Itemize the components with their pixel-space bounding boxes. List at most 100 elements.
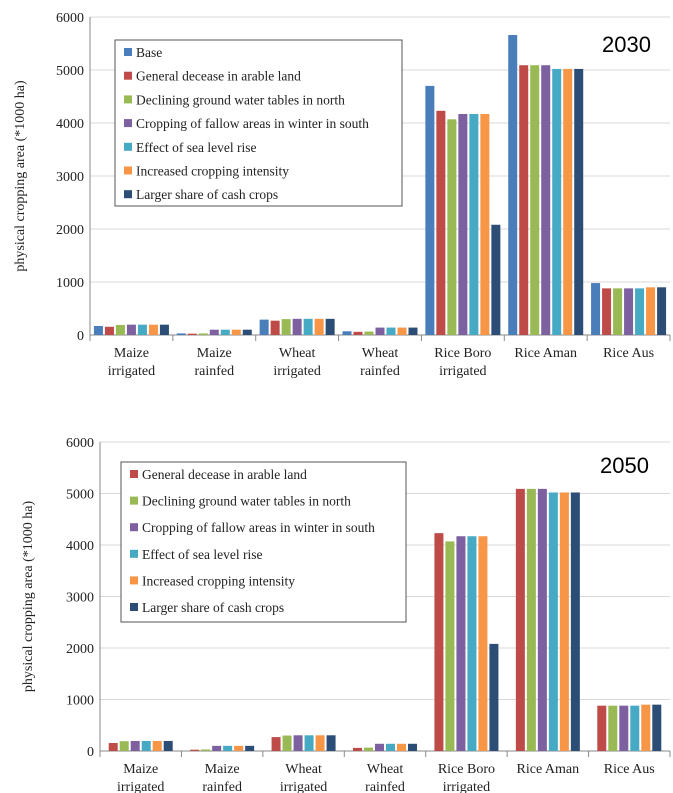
bar xyxy=(646,287,656,335)
y-tick-label: 4000 xyxy=(56,117,84,132)
bar xyxy=(342,331,352,335)
x-category-label: Maize rainfed xyxy=(202,762,242,793)
bar xyxy=(386,743,395,751)
bar xyxy=(152,740,162,751)
bar xyxy=(242,329,252,335)
x-category-label: Maize irrigated xyxy=(117,762,164,793)
legend-swatch xyxy=(124,166,132,175)
bar xyxy=(624,288,634,335)
bar xyxy=(630,705,640,751)
legend-entry: Increased cropping intensity xyxy=(136,164,289,179)
y-tick-label: 1000 xyxy=(56,276,84,291)
bar xyxy=(456,536,466,751)
x-category-label: Maize rainfed xyxy=(194,346,234,379)
legend-box xyxy=(120,461,407,623)
y-axis-label: physical cropping area (*1000 ha) xyxy=(13,80,28,272)
legend-swatch xyxy=(124,119,132,128)
bar xyxy=(447,119,457,335)
bar xyxy=(526,488,536,751)
x-category-label: Maize irrigated xyxy=(108,346,155,379)
legend-entry: Base xyxy=(136,45,162,60)
legend-box xyxy=(114,39,403,207)
bar xyxy=(489,643,499,751)
legend-swatch xyxy=(130,470,138,478)
bar xyxy=(281,319,291,335)
y-tick-label: 0 xyxy=(87,745,94,760)
bar xyxy=(130,740,140,751)
y-axis-label: physical cropping area (*1000 ha) xyxy=(21,501,36,693)
x-category-label-line: rainfed xyxy=(194,364,234,379)
bar xyxy=(537,488,547,751)
bar xyxy=(364,331,374,335)
bar xyxy=(397,327,407,335)
y-tick-label: 2000 xyxy=(66,642,94,657)
bar xyxy=(315,735,325,751)
x-category-label-line: Maize xyxy=(123,762,158,777)
bar xyxy=(591,283,601,335)
bar xyxy=(126,324,136,335)
bar xyxy=(209,329,219,335)
bar xyxy=(108,743,118,751)
bar xyxy=(619,705,629,751)
bar xyxy=(552,68,562,335)
bar xyxy=(408,743,417,751)
bar xyxy=(425,85,435,336)
y-tick-label: 0 xyxy=(77,329,84,344)
bar xyxy=(652,704,662,751)
x-category-label-line: rainfed xyxy=(202,780,242,793)
legend-swatch xyxy=(124,95,132,104)
legend-swatch xyxy=(124,71,132,80)
bar xyxy=(519,65,529,335)
bar xyxy=(353,331,363,335)
x-category-label-line: Wheat xyxy=(362,346,399,361)
x-category-label: Wheat irrigated xyxy=(280,762,327,793)
bar xyxy=(201,749,211,751)
legend-swatch xyxy=(130,549,138,558)
bar xyxy=(231,329,241,335)
bar xyxy=(163,740,173,751)
legend-entry: Effect of sea level rise xyxy=(142,547,262,562)
x-category-label: Wheat irrigated xyxy=(273,346,320,379)
bar xyxy=(515,488,525,751)
x-category-label-line: Maize xyxy=(197,346,232,361)
bar xyxy=(602,288,612,335)
bar xyxy=(223,745,233,751)
bar xyxy=(353,747,362,751)
x-category-label-line: Wheat xyxy=(285,762,322,777)
bar xyxy=(408,327,418,335)
bar xyxy=(115,324,125,335)
bar xyxy=(190,749,200,751)
y-tick-label: 6000 xyxy=(66,436,94,451)
x-category-label-line: Rice Aus xyxy=(604,762,655,777)
legend-swatch xyxy=(124,48,132,56)
bar xyxy=(548,492,558,751)
bar xyxy=(326,735,336,751)
y-tick-label: 3000 xyxy=(66,591,94,606)
bar xyxy=(635,288,645,335)
x-category-label-line: rainfed xyxy=(360,364,400,379)
x-category-label: Rice Boro irrigated xyxy=(434,346,491,379)
legend-entry: Larger share of cash crops xyxy=(142,600,284,615)
bar xyxy=(212,745,222,751)
y-tick-label: 2000 xyxy=(56,223,84,238)
bar xyxy=(148,324,158,335)
bar xyxy=(271,737,281,751)
bar xyxy=(159,324,169,335)
bar xyxy=(104,326,114,335)
bar xyxy=(563,68,573,335)
bar xyxy=(434,533,444,751)
x-category-label: Rice Boro irrigated xyxy=(438,762,495,793)
legend-entry: Declining ground water tables in north xyxy=(136,92,345,107)
x-category-label-line: irrigated xyxy=(439,364,486,379)
x-category-label-line: Rice Boro xyxy=(434,346,491,361)
legend-swatch xyxy=(130,603,138,611)
x-category-label-line: Rice Aus xyxy=(603,346,654,361)
x-category-label-line: Wheat xyxy=(279,346,316,361)
bar xyxy=(641,704,651,751)
bar xyxy=(541,65,551,335)
x-category-label: Rice Aus xyxy=(604,762,655,777)
y-tick-label: 3000 xyxy=(56,170,84,185)
legend-swatch xyxy=(130,496,138,505)
